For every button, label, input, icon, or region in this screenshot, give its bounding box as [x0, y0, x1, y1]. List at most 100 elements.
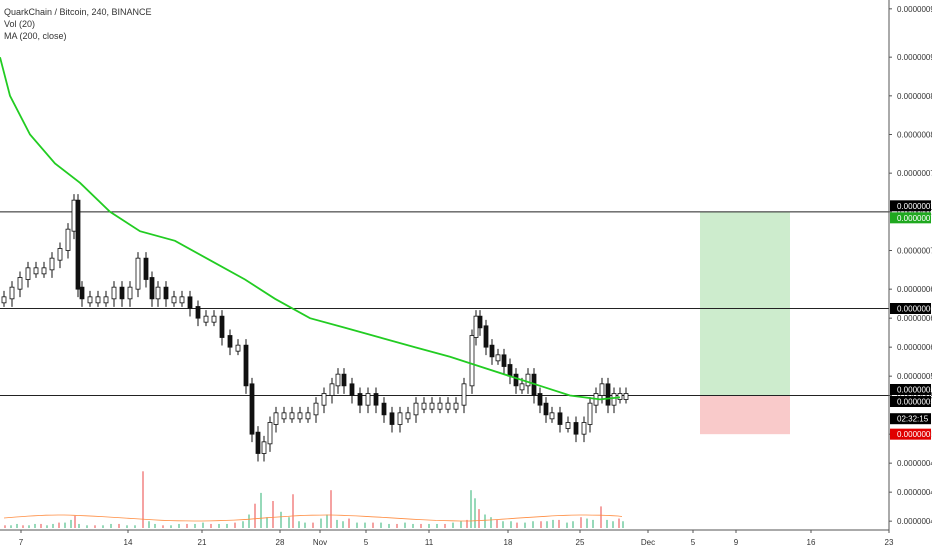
candle-body [501, 354, 507, 367]
volume-bar [118, 523, 120, 528]
legend-volume: Vol (20) [4, 19, 36, 29]
position-profit-zone [700, 211, 790, 396]
price-tag-label: 0.00000074 [897, 202, 932, 211]
volume-bar [218, 523, 220, 528]
candle-body [405, 412, 411, 420]
volume-bar [540, 521, 542, 528]
volume-bar [606, 519, 608, 528]
candle-body [477, 315, 483, 329]
candle-body [179, 296, 185, 304]
volume-bar [64, 522, 66, 528]
volume-bar [74, 515, 76, 528]
candle-body [565, 422, 571, 429]
price-tag [890, 396, 931, 407]
moving-average-line [0, 56, 621, 401]
price-axis-label: 0.00000082 [897, 131, 932, 140]
candle-body [135, 257, 141, 290]
candle-body [41, 267, 47, 275]
candle-body [49, 257, 55, 271]
candle-body [397, 412, 403, 425]
volume-bar [470, 490, 472, 528]
volume-bar [396, 523, 398, 528]
volume-bar [412, 523, 414, 528]
price-tag-label: 02:32:15 [897, 415, 929, 424]
candle-body [155, 286, 161, 300]
volume-bar [248, 514, 250, 528]
volume-bar [194, 523, 196, 528]
candle-body [127, 286, 133, 300]
price-axis-label: 0.00000045 [897, 488, 932, 497]
volume-bar [546, 521, 548, 528]
time-axis-label: 5 [364, 538, 369, 547]
candle-body [305, 412, 311, 420]
volume-bar [10, 525, 12, 528]
candle-body [289, 412, 295, 420]
candle-body [437, 402, 443, 410]
candle-body [329, 383, 335, 396]
price-axis-label: 0.00000078 [897, 169, 932, 178]
candle-body [483, 325, 489, 348]
volume-bar [372, 522, 374, 528]
candle-body [321, 393, 327, 406]
volume-bar [388, 523, 390, 528]
time-axis-label: Dec [641, 538, 655, 547]
volume-bar [330, 490, 332, 528]
price-axis-label: 0.00000090 [897, 53, 932, 62]
volume-bar [484, 514, 486, 528]
price-tag [890, 413, 931, 425]
volume-bar [586, 518, 588, 528]
candle-body [537, 393, 543, 406]
candle-body [1, 296, 7, 304]
volume-bar [142, 471, 144, 528]
volume-bar [342, 521, 344, 528]
volume-bar [466, 519, 468, 528]
candle-body [25, 267, 31, 280]
price-axis-label: 0.00000070 [897, 247, 932, 256]
volume-bar [46, 525, 48, 528]
time-axis-label: 23 [885, 538, 894, 547]
candle-body [65, 228, 71, 251]
volume-bar [524, 522, 526, 528]
volume-bar [612, 521, 614, 528]
volume-bar [510, 521, 512, 528]
candle-body [611, 393, 617, 406]
time-axis-label: 28 [276, 538, 285, 547]
volume-bar [70, 519, 72, 528]
candle-body [211, 315, 217, 323]
volume-bar [600, 506, 602, 528]
volume-bar [178, 523, 180, 528]
time-axis-label: 14 [124, 538, 133, 547]
volume-bar [242, 521, 244, 528]
candle-body [57, 248, 63, 261]
volume-bar [234, 522, 236, 528]
price-tag [890, 428, 931, 440]
volume-bar [28, 525, 30, 528]
volume-bar [356, 522, 358, 528]
volume-bar [474, 498, 476, 528]
candle-body [255, 431, 261, 454]
price-tag-label: 0.00000064 [897, 305, 932, 314]
candle-body [261, 441, 267, 454]
candle-body [267, 422, 273, 445]
candle-body [143, 257, 149, 280]
price-axis-label: 0.00000063 [897, 314, 932, 323]
candle-body [75, 199, 81, 290]
candle-body [445, 402, 451, 410]
candle-body [17, 277, 23, 290]
volume-bar [516, 522, 518, 528]
candle-body [273, 412, 279, 425]
candle-body [413, 402, 419, 416]
price-axis-label: 0.00000048 [897, 459, 932, 468]
volume-bar [266, 517, 268, 528]
volume-bar [78, 523, 80, 528]
time-axis-label: Nov [313, 538, 327, 547]
volume-bar [22, 525, 24, 528]
volume-bar [226, 523, 228, 528]
position-loss-zone [700, 395, 790, 435]
price-tag [890, 303, 931, 314]
volume-bar [40, 523, 42, 528]
candle-body [187, 296, 193, 309]
volume-bar [380, 522, 382, 528]
volume-bar [34, 523, 36, 528]
